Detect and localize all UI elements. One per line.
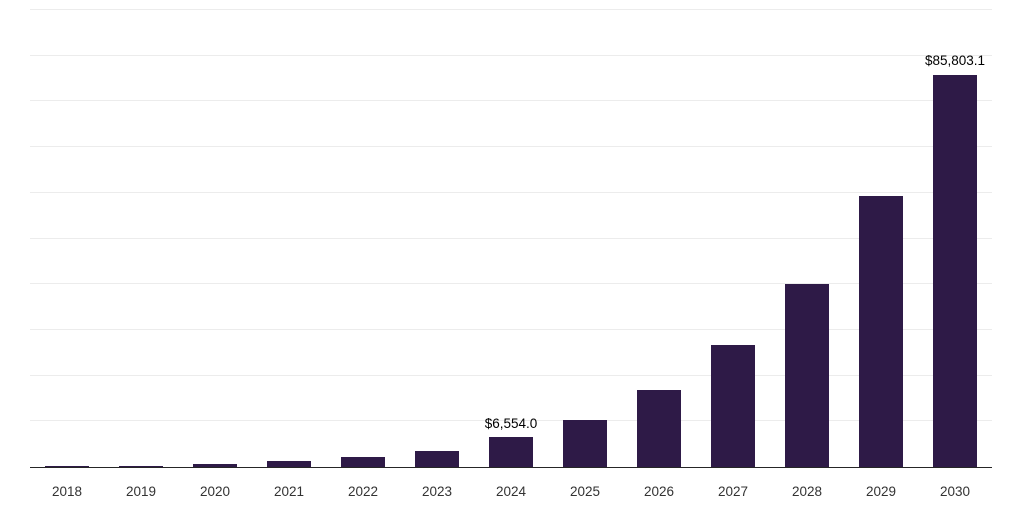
gridline (30, 191, 992, 193)
bar-2024 (489, 437, 533, 467)
bar-column-2030: $85,803.1 (918, 10, 992, 467)
x-tick-label: 2029 (865, 483, 897, 499)
gridline (30, 100, 992, 102)
x-tick-label: 2026 (643, 483, 675, 499)
bar-column-2019 (104, 10, 178, 467)
bar-2026 (637, 389, 681, 467)
bar-column-2025 (548, 10, 622, 467)
gridline (30, 420, 992, 422)
bar-value-label: $6,554.0 (484, 415, 538, 431)
bar-2029 (859, 195, 903, 467)
gridlines (30, 9, 992, 467)
bar-column-2023 (400, 10, 474, 467)
x-tick-label: 2023 (421, 483, 453, 499)
bars-row: $6,554.0 $85,803.1 (30, 10, 992, 467)
bar-2030 (933, 74, 977, 467)
bar-column-2021 (252, 10, 326, 467)
gridline (30, 54, 992, 56)
x-tick-label: 2024 (495, 483, 527, 499)
bar-2028 (785, 283, 829, 467)
bar-2021 (267, 461, 311, 467)
bar-column-2026 (622, 10, 696, 467)
x-tick-label: 2020 (199, 483, 231, 499)
x-axis: 2018 2019 2020 2021 2022 2023 2024 2025 2026 2027… (30, 468, 992, 512)
bar-column-2022 (326, 10, 400, 467)
bar-2025 (563, 419, 607, 467)
x-tick-label: 2025 (569, 483, 601, 499)
bar-2018 (45, 466, 89, 467)
gridline (30, 283, 992, 285)
x-tick-label: 2027 (717, 483, 749, 499)
x-tick-label: 2021 (273, 483, 305, 499)
x-tick-label: 2018 (51, 483, 83, 499)
gridline (30, 146, 992, 148)
bar-2027 (711, 344, 755, 467)
bar-2020 (193, 464, 237, 467)
bar-2022 (341, 456, 385, 467)
gridline (30, 237, 992, 239)
bar-column-2020 (178, 10, 252, 467)
bar-value-label: $85,803.1 (924, 53, 986, 69)
bar-2019 (119, 465, 163, 467)
bar-column-2029 (844, 10, 918, 467)
x-tick-label: 2019 (125, 483, 157, 499)
gridline (30, 328, 992, 330)
bar-column-2024: $6,554.0 (474, 10, 548, 467)
plot-area: $6,554.0 $85,803.1 (30, 9, 992, 468)
gridline (30, 374, 992, 376)
bar-column-2027 (696, 10, 770, 467)
bar-column-2028 (770, 10, 844, 467)
x-tick-label: 2022 (347, 483, 379, 499)
bar-2023 (415, 451, 459, 467)
x-tick-label: 2028 (791, 483, 823, 499)
gridline (30, 9, 992, 10)
bar-column-2018 (30, 10, 104, 467)
x-tick-label: 2030 (939, 483, 971, 499)
